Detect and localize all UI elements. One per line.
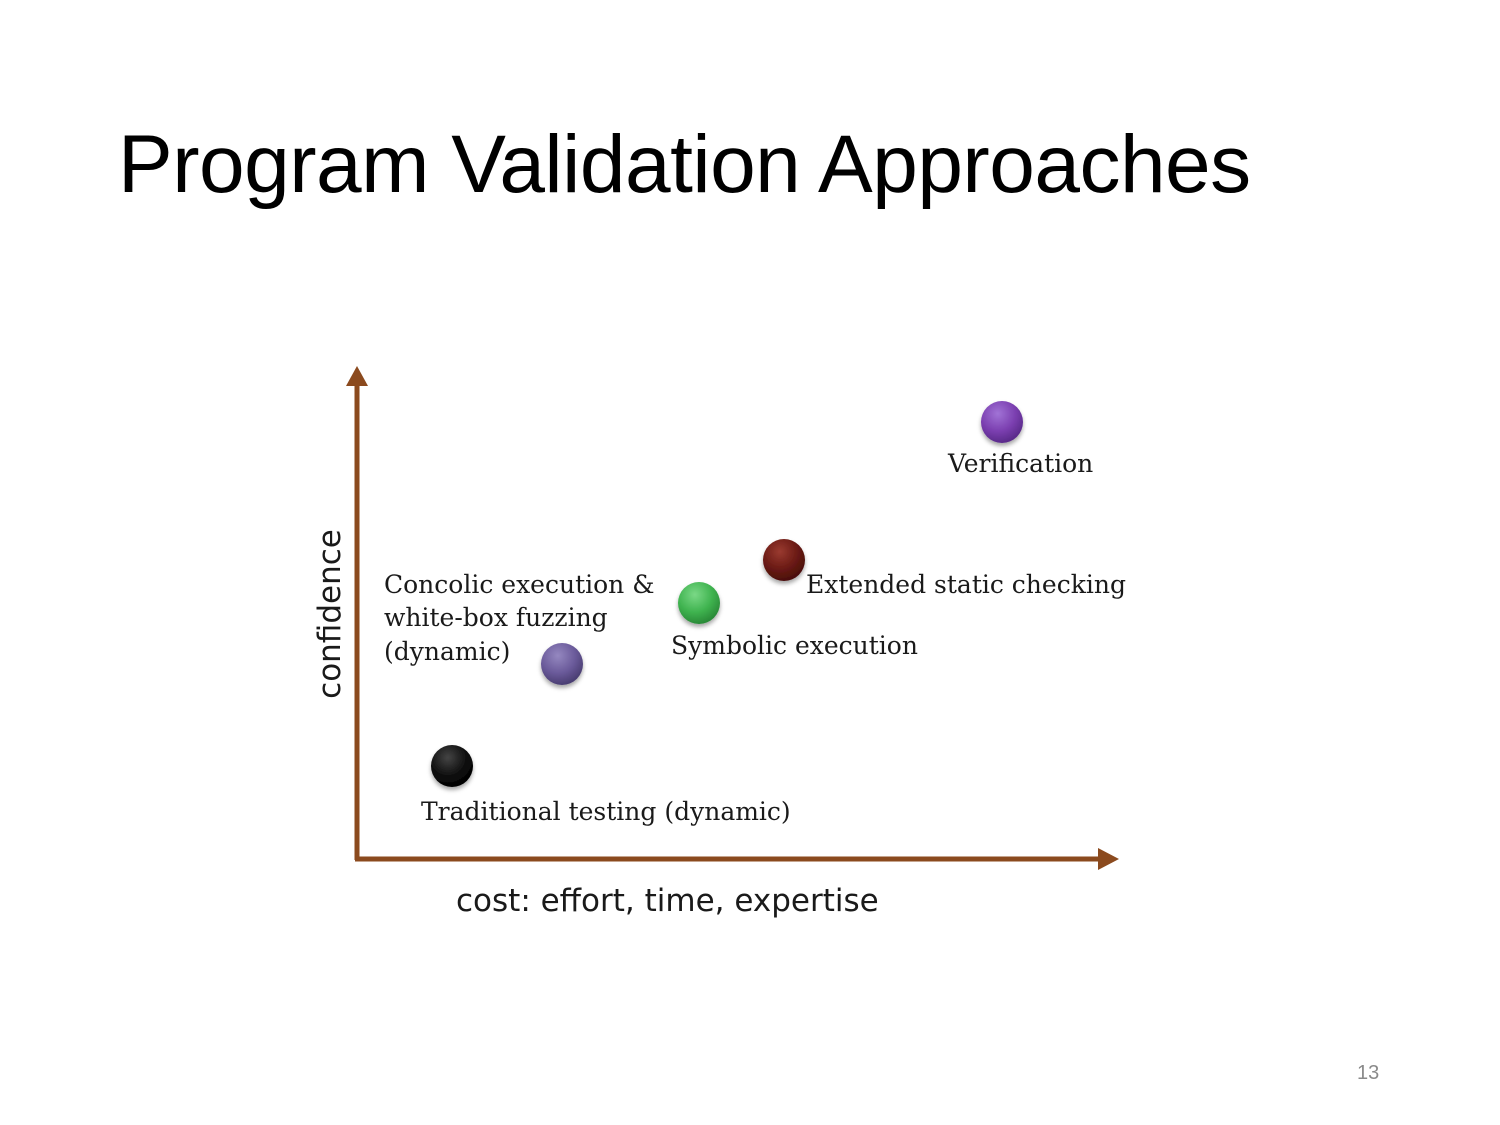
symbolic-execution-marker-icon bbox=[678, 582, 720, 624]
extended-static-checking-marker-icon bbox=[763, 539, 805, 581]
x-axis-label: cost: effort, time, expertise bbox=[456, 883, 879, 919]
concolic-execution-label-line-1: Concolic execution & bbox=[384, 570, 655, 599]
extended-static-checking-label: Extended static checking bbox=[806, 570, 1126, 599]
concolic-execution-label-line-2: white-box fuzzing bbox=[384, 603, 608, 632]
x-axis-arrowhead-icon bbox=[1098, 848, 1119, 870]
traditional-testing-marker-icon bbox=[431, 745, 473, 787]
concolic-execution-marker-icon bbox=[541, 643, 583, 685]
concolic-execution-label-line-3: (dynamic) bbox=[384, 637, 511, 666]
verification-marker-icon bbox=[981, 401, 1023, 443]
y-axis-arrowhead-icon bbox=[346, 366, 368, 386]
slide-title: Program Validation Approaches bbox=[118, 119, 1251, 210]
y-axis bbox=[346, 366, 368, 860]
y-axis-label: confidence bbox=[312, 529, 348, 699]
symbolic-execution-label: Symbolic execution bbox=[671, 631, 918, 660]
verification-label: Verification bbox=[948, 449, 1094, 478]
traditional-testing-label: Traditional testing (dynamic) bbox=[421, 797, 791, 826]
page-number: 13 bbox=[1357, 1062, 1380, 1084]
x-axis bbox=[355, 848, 1119, 870]
